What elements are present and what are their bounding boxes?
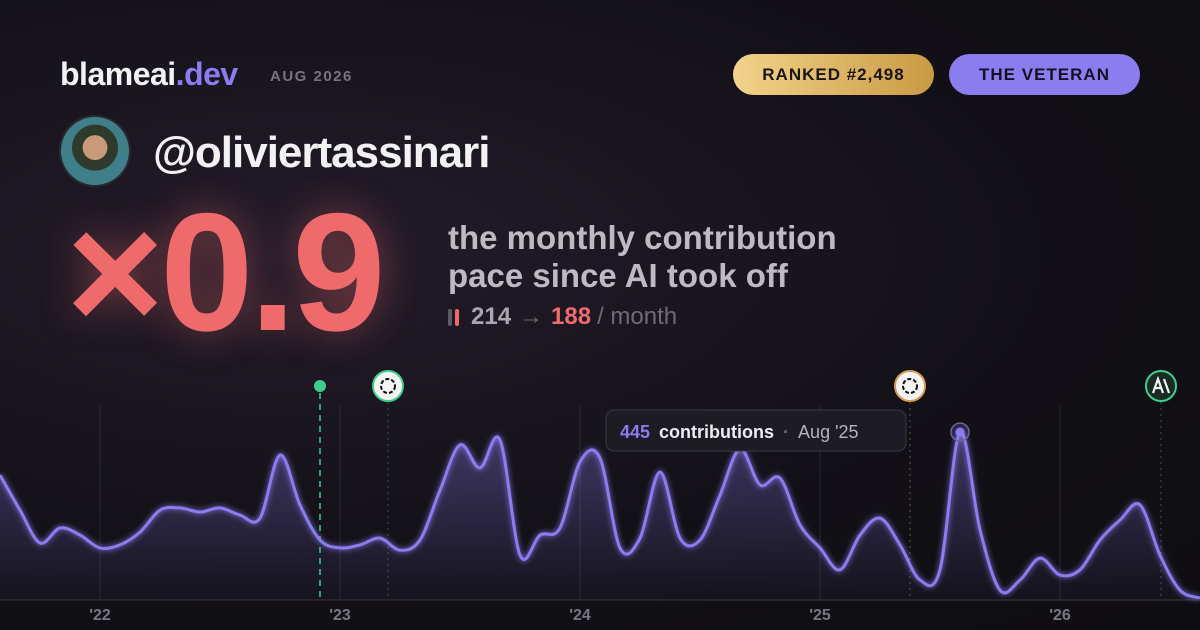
tooltip-unit: contributions: [659, 422, 774, 442]
x-tick-label: '24: [569, 607, 591, 624]
tooltip: 445 contributions · Aug '25: [605, 409, 907, 452]
arrow: →: [519, 303, 544, 330]
stats: 214 → 188/ month: [448, 303, 677, 331]
tooltip-value: 445: [620, 422, 650, 442]
tooltip-date: Aug '25: [798, 422, 859, 442]
x-tick-label: '26: [1049, 607, 1071, 624]
title-badge: THE VETERAN: [949, 54, 1140, 95]
brand: blameai.dev: [60, 56, 238, 93]
brand-name: blameai: [60, 56, 176, 92]
event-dot: [314, 380, 326, 392]
avatar: [61, 117, 129, 185]
area: [0, 431, 1200, 600]
rank-badge: RANKED #2,498: [733, 54, 934, 95]
x-tick-label: '25: [809, 607, 831, 624]
x-tick-label: '22: [89, 607, 111, 624]
event-icon: [372, 370, 404, 402]
unit: / month: [597, 303, 678, 330]
user-handle: @oliviertassinari: [153, 128, 491, 177]
tooltip-box: [605, 409, 907, 452]
line: [0, 430, 1200, 600]
events: [314, 370, 1177, 600]
tooltip-text: 445 contributions · Aug '25: [620, 422, 859, 442]
event-glyph: [1151, 375, 1171, 394]
before-value: 214: [471, 303, 512, 330]
highlight-point: [955, 427, 965, 437]
event-icon: [894, 370, 926, 402]
multiplier: ×0.9: [66, 178, 386, 366]
card-date: AUG 2026: [270, 68, 353, 85]
after-value: 188: [551, 303, 592, 330]
tooltip-separator: ·: [783, 422, 789, 442]
event-glyph: [902, 378, 918, 394]
brand-tld: .dev: [175, 56, 239, 92]
stat-bar: [448, 309, 452, 326]
stat-bar: [455, 309, 459, 326]
event-glyph: [380, 378, 396, 394]
x-tick-label: '23: [329, 607, 351, 624]
caption: the monthly contribution pace since AI t…: [448, 219, 837, 294]
